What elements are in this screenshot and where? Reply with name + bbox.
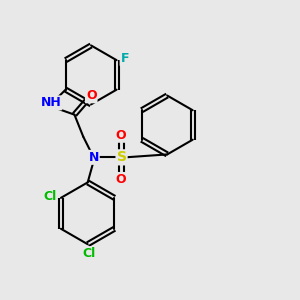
Text: O: O bbox=[116, 173, 126, 186]
Text: O: O bbox=[116, 129, 126, 142]
Text: O: O bbox=[86, 89, 97, 102]
Text: F: F bbox=[121, 52, 129, 65]
Text: Cl: Cl bbox=[82, 247, 96, 260]
Text: N: N bbox=[88, 151, 99, 164]
Text: NH: NH bbox=[40, 96, 61, 110]
Text: Cl: Cl bbox=[43, 190, 56, 203]
Text: S: S bbox=[117, 150, 127, 164]
